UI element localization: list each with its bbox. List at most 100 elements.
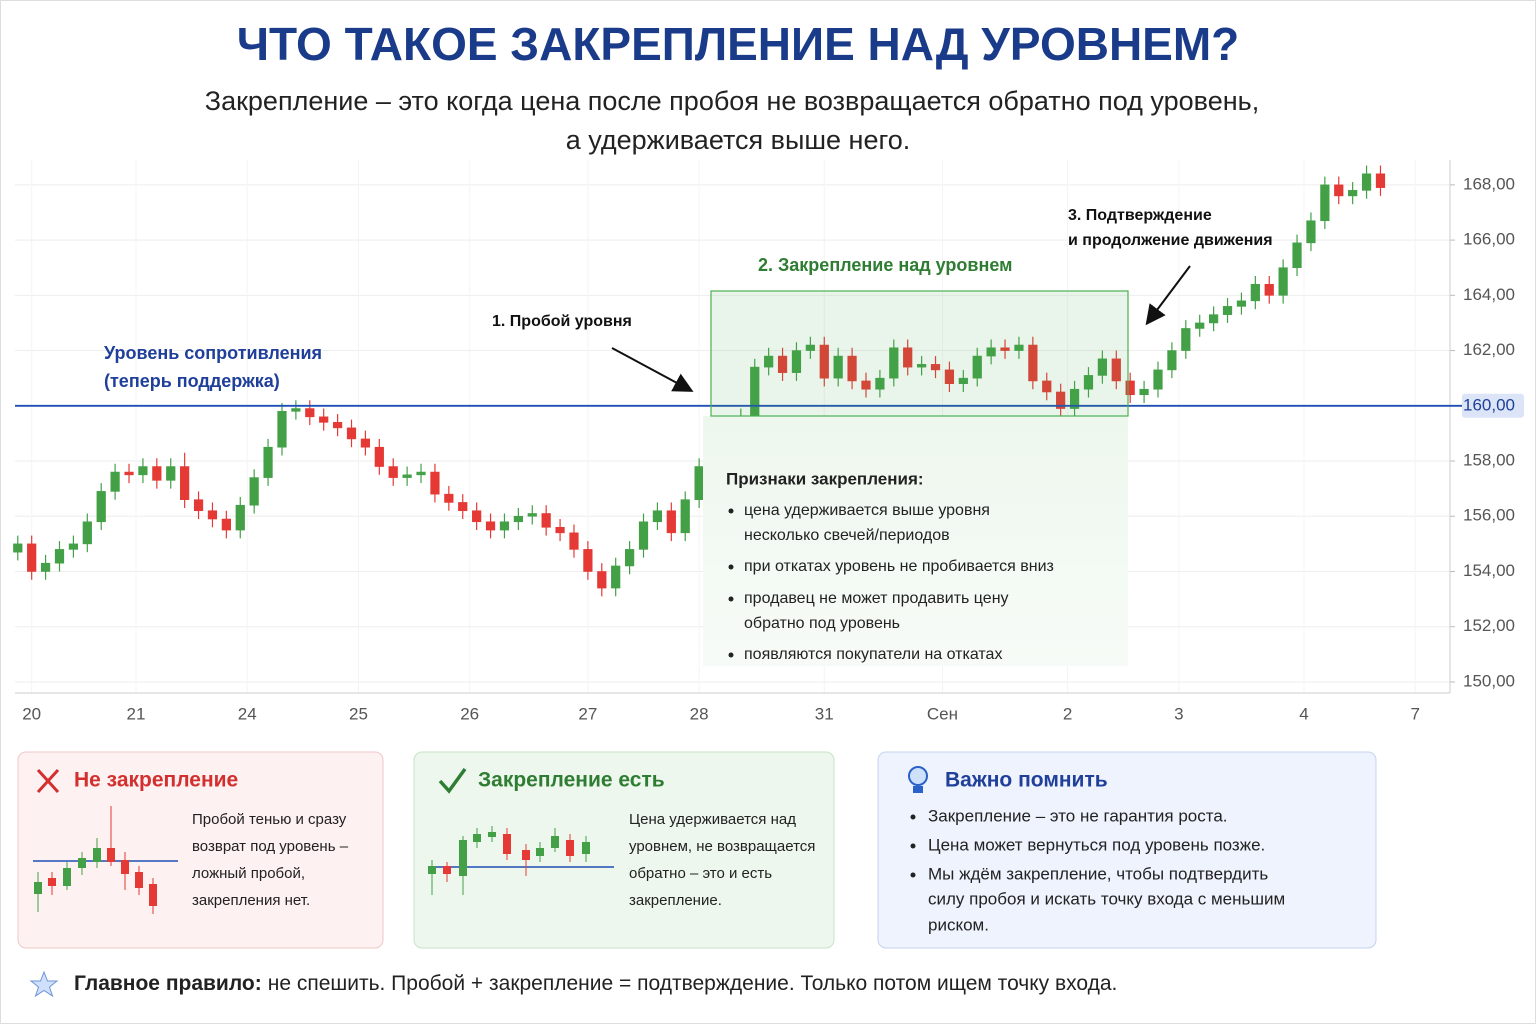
candle-body	[499, 521, 510, 531]
bullet	[910, 814, 916, 820]
candle-body	[777, 355, 788, 373]
bullet	[728, 564, 734, 570]
mini-candle	[582, 842, 590, 854]
candle-body	[986, 347, 996, 357]
candle-body	[96, 491, 106, 523]
mini-candle	[121, 860, 129, 874]
x-tick-label: 24	[238, 704, 257, 723]
arrow	[611, 347, 694, 392]
card-bg	[877, 751, 1377, 949]
mini-candle	[503, 834, 511, 854]
y-tick-label: 152,00	[1463, 616, 1515, 635]
candle-body	[527, 513, 537, 517]
candle-body	[360, 438, 371, 448]
candle-body	[1306, 220, 1316, 244]
candle-body	[416, 471, 426, 476]
footer-text: не спешить. Пробой + закрепление = подтв…	[268, 972, 1118, 995]
candle-body	[1000, 347, 1010, 351]
card-text: Цена удерживается над	[629, 811, 796, 828]
x-tick-label: Сен	[927, 704, 958, 723]
continuation-label: и продолжение движения	[1068, 232, 1273, 249]
mini-candle	[488, 832, 496, 837]
candle-body	[944, 369, 955, 384]
subtitle: а удерживается выше него.	[566, 125, 911, 155]
candle-body	[27, 543, 37, 572]
candle-body	[597, 571, 607, 589]
candle-body	[319, 416, 329, 423]
candle-body	[1153, 369, 1163, 390]
candle-body	[764, 355, 774, 368]
candle-body	[1028, 344, 1038, 382]
candle-body	[472, 510, 482, 523]
mini-candle	[522, 850, 530, 860]
candle-body	[1069, 388, 1080, 409]
candle-body	[847, 355, 857, 382]
card-text: риском.	[928, 915, 989, 934]
candle-body	[1181, 328, 1191, 351]
bullet	[910, 872, 916, 878]
candle-body	[263, 446, 273, 478]
candle-body	[1167, 350, 1177, 371]
candle-body	[1361, 173, 1372, 191]
mini-candle	[566, 840, 574, 856]
candle-body	[861, 380, 871, 390]
candle-body	[930, 364, 941, 371]
consolidation-zone	[710, 290, 1129, 417]
candle-body	[332, 422, 343, 429]
candle-body	[1042, 380, 1052, 393]
card-bg	[17, 751, 384, 949]
x-tick-label: 31	[815, 704, 834, 723]
candle-body	[444, 493, 454, 503]
y-tick-label: 150,00	[1463, 671, 1515, 690]
candle-body	[513, 515, 523, 523]
y-tick-label: 156,00	[1463, 506, 1515, 525]
candle-body	[1125, 380, 1135, 396]
candle-body	[166, 466, 176, 481]
candle-body	[541, 513, 551, 528]
cross-icon	[36, 768, 60, 794]
candle-body	[1209, 314, 1219, 324]
candle-body	[374, 446, 384, 467]
x-tick-label: 26	[460, 704, 479, 723]
candle-body	[611, 565, 621, 589]
card-text: Мы ждём закрепление, чтобы подтвердить	[928, 864, 1268, 883]
candle-body	[346, 427, 357, 440]
mini-chart	[33, 806, 178, 914]
candle-body	[569, 532, 579, 550]
bullet	[910, 843, 916, 849]
card-text: Пробой тенью и сразу	[192, 811, 347, 828]
mini-candle	[149, 884, 157, 906]
title: ЧТО ТАКОЕ ЗАКРЕПЛЕНИЕ НАД УРОВНЕМ?	[237, 18, 1240, 70]
x-tick-label: 4	[1299, 704, 1308, 723]
sign-item: цена удерживается выше уровня	[744, 502, 990, 519]
candle-body	[54, 549, 65, 564]
candle-body	[82, 521, 92, 545]
candle-body	[138, 466, 148, 476]
x-tick-label: 21	[127, 704, 146, 723]
card-text: уровнем, не возвращается	[629, 838, 815, 855]
candle-body	[291, 408, 301, 412]
mini-candle	[63, 868, 71, 886]
mini-candle	[34, 882, 42, 894]
candle-body	[889, 347, 899, 379]
mini-candle	[459, 840, 467, 876]
card: Не закрепление Пробой тенью и сразу возв…	[17, 751, 384, 949]
candle-body	[1056, 391, 1066, 409]
candle-body	[305, 408, 315, 418]
footer-label: Главное правило:	[74, 972, 262, 995]
bullet	[728, 652, 734, 658]
card: Важно помнить Закрепление – это не гаран…	[877, 751, 1377, 949]
level-label: (теперь поддержка)	[104, 371, 280, 391]
candle-body	[249, 477, 259, 506]
x-tick-label: 20	[22, 704, 41, 723]
card-text: Закрепление – это не гарантия роста.	[928, 806, 1228, 825]
card-title: Закрепление есть	[478, 769, 665, 792]
mini-candle	[551, 836, 559, 848]
chart: 20 21 24 25 26 27 28 31 Сен 2 3 4 7 150,00 152,00 154,0…	[13, 160, 1524, 723]
mini-candle	[536, 848, 544, 856]
candle-body	[583, 549, 593, 572]
card: Закрепление есть Цена удерживается над у…	[413, 751, 835, 949]
